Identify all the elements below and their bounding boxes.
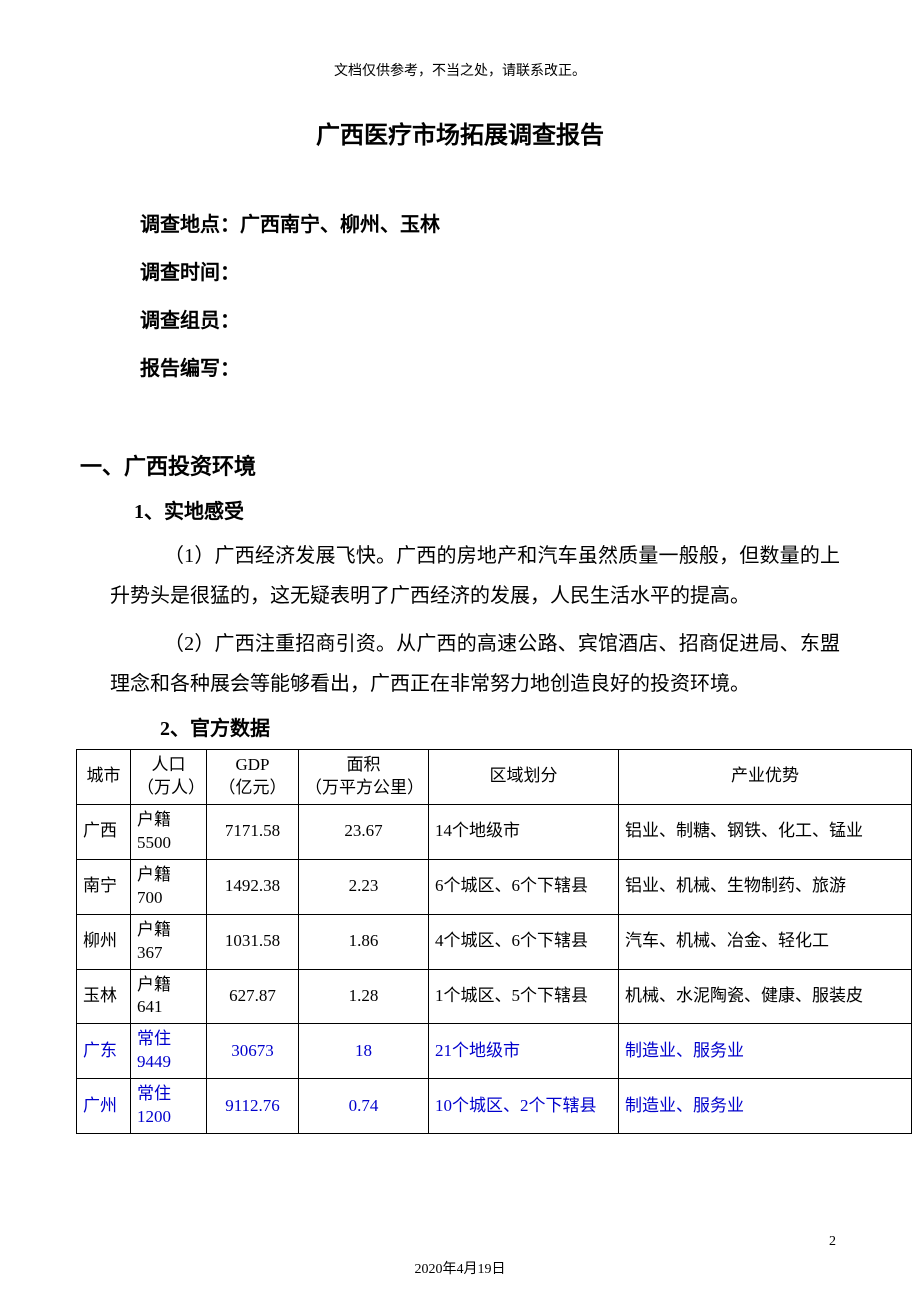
td-region: 10个城区、2个下辖县: [429, 1079, 619, 1134]
td-gdp: 1031.58: [207, 914, 299, 969]
td-gdp: 30673: [207, 1024, 299, 1079]
meta-location-value: 广西南宁、柳州、玉林: [240, 214, 440, 236]
th-industry: 产业优势: [619, 750, 912, 805]
td-gdp: 9112.76: [207, 1079, 299, 1134]
header-disclaimer: 文档仅供参考，不当之处，请联系改正。: [80, 60, 840, 80]
td-city: 南宁: [77, 859, 131, 914]
th-population: 人口 （万人）: [131, 750, 207, 805]
td-area: 2.23: [299, 859, 429, 914]
td-region: 4个城区、6个下辖县: [429, 914, 619, 969]
td-pop: 常住1200: [131, 1079, 207, 1134]
td-region: 1个城区、5个下辖县: [429, 969, 619, 1024]
table-row: 玉林户籍 641627.871.281个城区、5个下辖县机械、水泥陶瓷、健康、服…: [77, 969, 912, 1024]
td-gdp: 7171.58: [207, 804, 299, 859]
section-1-2-heading: 2、官方数据: [80, 712, 840, 741]
td-city: 玉林: [77, 969, 131, 1024]
footer-date: 2020年4月19日: [415, 1262, 506, 1277]
td-city: 广西: [77, 804, 131, 859]
td-pop: 户籍 700: [131, 859, 207, 914]
th-region: 区域划分: [429, 750, 619, 805]
table-row: 广东常住9449306731821个地级市制造业、服务业: [77, 1024, 912, 1079]
th-area: 面积 （万平方公里）: [299, 750, 429, 805]
td-industry: 机械、水泥陶瓷、健康、服装皮: [619, 969, 912, 1024]
paragraph-1: （1）广西经济发展飞快。广西的房地产和汽车虽然质量一般般，但数量的上升势头是很猛…: [80, 536, 840, 616]
td-industry: 制造业、服务业: [619, 1079, 912, 1134]
td-industry: 铝业、机械、生物制药、旅游: [619, 859, 912, 914]
th-city: 城市: [77, 750, 131, 805]
td-region: 21个地级市: [429, 1024, 619, 1079]
td-region: 14个地级市: [429, 804, 619, 859]
report-title: 广西医疗市场拓展调查报告: [80, 115, 840, 150]
official-data-table: 城市 人口 （万人） GDP （亿元） 面积 （万平方公里） 区域划分 产业优势…: [76, 749, 912, 1134]
th-gdp: GDP （亿元）: [207, 750, 299, 805]
td-industry: 铝业、制糖、钢铁、化工、锰业: [619, 804, 912, 859]
table-row: 广州常住12009112.760.7410个城区、2个下辖县制造业、服务业: [77, 1079, 912, 1134]
meta-time: 调查时间：: [140, 253, 840, 293]
meta-location-label: 调查地点：: [140, 214, 240, 236]
td-city: 广州: [77, 1079, 131, 1134]
table-row: 南宁户籍 7001492.382.236个城区、6个下辖县铝业、机械、生物制药、…: [77, 859, 912, 914]
meta-team: 调查组员：: [140, 301, 840, 341]
section-1-heading: 一、广西投资环境: [80, 449, 840, 481]
td-industry: 汽车、机械、冶金、轻化工: [619, 914, 912, 969]
td-area: 23.67: [299, 804, 429, 859]
meta-location: 调查地点：广西南宁、柳州、玉林: [140, 205, 840, 245]
td-area: 18: [299, 1024, 429, 1079]
section-1-1-heading: 1、实地感受: [80, 495, 840, 524]
table-header-row: 城市 人口 （万人） GDP （亿元） 面积 （万平方公里） 区域划分 产业优势: [77, 750, 912, 805]
td-area: 1.28: [299, 969, 429, 1024]
td-city: 广东: [77, 1024, 131, 1079]
footer: 2020年4月19日: [0, 1258, 920, 1278]
table-row: 柳州户籍 3671031.581.864个城区、6个下辖县汽车、机械、冶金、轻化…: [77, 914, 912, 969]
meta-block: 调查地点：广西南宁、柳州、玉林 调查时间： 调查组员： 报告编写：: [80, 205, 840, 389]
paragraph-2: （2）广西注重招商引资。从广西的高速公路、宾馆酒店、招商促进局、东盟理念和各种展…: [80, 624, 840, 704]
td-region: 6个城区、6个下辖县: [429, 859, 619, 914]
td-gdp: 627.87: [207, 969, 299, 1024]
td-pop: 常住9449: [131, 1024, 207, 1079]
table-body: 广西户籍55007171.5823.6714个地级市铝业、制糖、钢铁、化工、锰业…: [77, 804, 912, 1133]
page-number: 2: [829, 1234, 836, 1250]
td-gdp: 1492.38: [207, 859, 299, 914]
td-area: 0.74: [299, 1079, 429, 1134]
td-area: 1.86: [299, 914, 429, 969]
td-pop: 户籍 641: [131, 969, 207, 1024]
meta-author: 报告编写：: [140, 349, 840, 389]
td-industry: 制造业、服务业: [619, 1024, 912, 1079]
td-pop: 户籍5500: [131, 804, 207, 859]
td-city: 柳州: [77, 914, 131, 969]
section-1-1-body: （1）广西经济发展飞快。广西的房地产和汽车虽然质量一般般，但数量的上升势头是很猛…: [80, 536, 840, 704]
table-row: 广西户籍55007171.5823.6714个地级市铝业、制糖、钢铁、化工、锰业: [77, 804, 912, 859]
td-pop: 户籍 367: [131, 914, 207, 969]
